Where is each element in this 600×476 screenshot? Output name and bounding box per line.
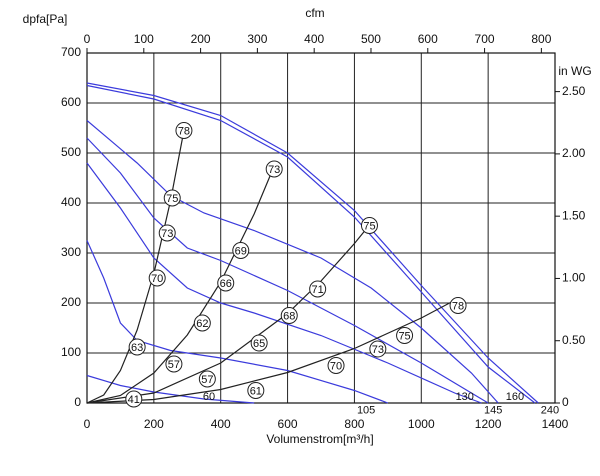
x-tick-label: 800: [344, 417, 364, 431]
speed-label: 130: [456, 391, 474, 403]
efficiency-label: 65: [253, 338, 265, 350]
speed-label: 105: [357, 404, 375, 416]
efficiency-label: 69: [235, 245, 247, 257]
x2-tick-label: 600: [418, 32, 438, 46]
efficiency-label: 57: [201, 374, 213, 386]
efficiency-marker: [280, 307, 298, 324]
curve: [86, 120, 499, 404]
efficiency-marker: [369, 340, 387, 358]
efficiency-marker: [125, 390, 143, 408]
curve: [86, 240, 389, 404]
efficiency-marker: [250, 334, 268, 352]
x-tick-label: 400: [211, 417, 231, 431]
speed-label: 240: [541, 404, 559, 416]
efficiency-marker: [163, 189, 181, 207]
efficiency-marker: [175, 122, 193, 139]
curve: [86, 84, 536, 404]
x-tick-label: 1200: [475, 417, 502, 431]
x2-tick-label: 500: [361, 32, 381, 46]
efficiency-marker: [198, 370, 216, 388]
y-tick-label: 700: [61, 45, 81, 59]
efficiency-label: 68: [283, 310, 295, 322]
x2-tick-label: 400: [304, 32, 324, 46]
efficiency-marker: [232, 242, 250, 259]
efficiency-label: 70: [151, 273, 163, 285]
efficiency-marker: [327, 357, 345, 374]
x-tick-label: 600: [278, 417, 298, 431]
curve: [86, 162, 482, 404]
y2-axis-label: in WG: [558, 64, 591, 78]
efficiency-label: 75: [398, 330, 410, 342]
speed-label: 60: [203, 391, 215, 403]
efficiency-label: 73: [161, 228, 173, 240]
curve: [86, 82, 539, 404]
efficiency-label: 41: [128, 394, 140, 406]
efficiency-label: 57: [168, 359, 180, 371]
efficiency-marker: [165, 355, 183, 373]
x2-tick-label: 700: [475, 32, 495, 46]
y-axis-label: dpfa[Pa]: [23, 12, 68, 26]
efficiency-label: 61: [250, 385, 262, 397]
y-tick-label: 200: [61, 295, 81, 309]
curve: [86, 374, 255, 404]
plot-frame: [86, 52, 556, 404]
efficiency-label: 73: [268, 164, 280, 176]
efficiency-label: 70: [330, 360, 342, 372]
x2-tick-label: 0: [84, 32, 91, 46]
y2-tick-label: 0: [562, 395, 569, 409]
curve: [86, 222, 372, 404]
y-tick-label: 400: [61, 195, 81, 209]
y-tick-label: 100: [61, 345, 81, 359]
x2-tick-label: 800: [531, 32, 551, 46]
efficiency-label: 63: [131, 342, 143, 354]
x-tick-label: 200: [144, 417, 164, 431]
curve: [86, 165, 275, 404]
x2-tick-label: 200: [191, 32, 211, 46]
efficiency-marker: [309, 280, 327, 298]
x-axis-label: Volumenstrom[m³/h]: [266, 432, 373, 446]
efficiency-label: 78: [452, 300, 464, 312]
y2-tick-label: 1.00: [562, 271, 586, 285]
efficiency-marker: [193, 314, 211, 332]
y2-tick-label: 0.50: [562, 333, 586, 347]
efficiency-marker: [360, 217, 378, 234]
efficiency-marker: [449, 297, 467, 314]
efficiency-marker: [247, 382, 265, 399]
efficiency-label: 71: [312, 284, 324, 296]
efficiency-marker: [265, 160, 283, 178]
x2-tick-label: 100: [134, 32, 154, 46]
x-tick-label: 1000: [408, 417, 435, 431]
efficiency-marker: [396, 327, 414, 344]
efficiency-label: 78: [178, 125, 190, 137]
efficiency-marker: [128, 338, 146, 356]
speed-label: 160: [506, 391, 524, 403]
x-tick-label: 0: [84, 417, 91, 431]
y-tick-label: 500: [61, 145, 81, 159]
y2-tick-label: 2.50: [562, 84, 586, 98]
efficiency-label: 75: [166, 193, 178, 205]
y-tick-label: 600: [61, 95, 81, 109]
efficiency-label: 66: [220, 278, 232, 290]
y-tick-label: 0: [74, 395, 81, 409]
efficiency-label: 62: [196, 318, 208, 330]
x2-tick-label: 300: [247, 32, 267, 46]
y2-tick-label: 2.00: [562, 146, 586, 160]
x-tick-label: 1400: [542, 417, 569, 431]
efficiency-marker: [158, 224, 176, 242]
y-tick-label: 300: [61, 245, 81, 259]
curve: [86, 137, 489, 404]
efficiency-label: 75: [363, 220, 375, 232]
x2-axis-label: cfm: [305, 6, 324, 20]
efficiency-marker: [148, 269, 166, 287]
y2-tick-label: 1.50: [562, 208, 586, 222]
efficiency-label: 73: [372, 344, 384, 356]
curve: [86, 297, 459, 404]
speed-label: 145: [484, 404, 502, 416]
efficiency-marker: [217, 274, 235, 292]
